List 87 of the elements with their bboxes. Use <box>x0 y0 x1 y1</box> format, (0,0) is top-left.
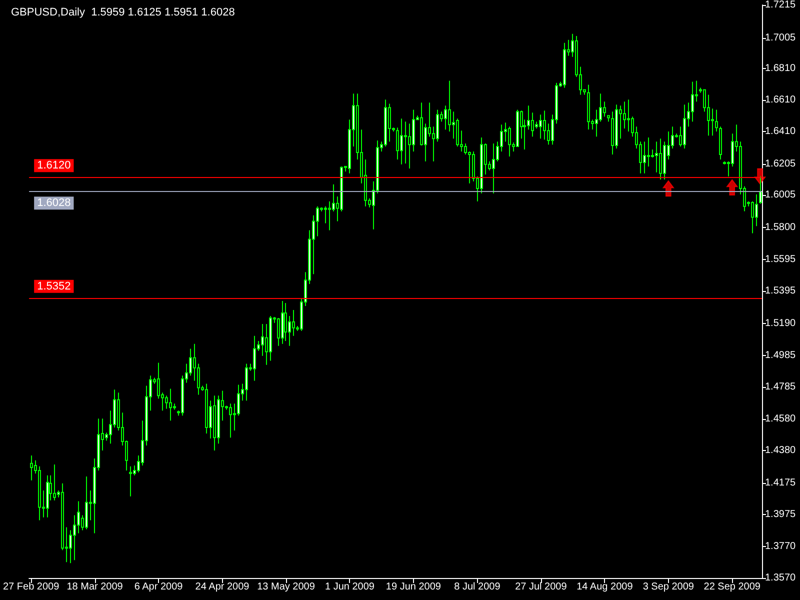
y-tick-label: 1.3770 <box>765 541 796 552</box>
candlestick <box>539 114 542 140</box>
candlestick <box>547 123 550 146</box>
candlestick <box>53 464 56 501</box>
y-tick-label: 1.4985 <box>765 350 796 362</box>
candlestick <box>599 93 602 122</box>
candlestick <box>531 112 534 138</box>
x-tick-label: 18 Mar 2009 <box>66 582 124 592</box>
x-tick-label: 3 Sep 2009 <box>642 582 694 592</box>
candlestick <box>595 109 598 138</box>
candlestick <box>133 464 136 476</box>
ref-line-label: 1.5352 <box>37 280 71 292</box>
candlestick <box>543 110 546 140</box>
candlestick <box>444 105 447 130</box>
y-tick-label: 1.7215 <box>765 0 796 10</box>
x-tick-label: 8 Jul 2009 <box>454 582 501 592</box>
candlestick <box>73 514 76 561</box>
candlestick <box>731 133 734 167</box>
x-tick-label: 14 Aug 2009 <box>576 582 634 592</box>
candlestick <box>755 194 758 227</box>
candlestick <box>647 137 650 167</box>
y-tick-label: 1.4380 <box>765 445 796 456</box>
candlestick <box>715 109 718 132</box>
candlestick <box>316 206 319 237</box>
candlestick <box>492 142 495 194</box>
y-tick-label: 1.5395 <box>765 286 796 297</box>
candlestick <box>643 141 646 174</box>
candlestick <box>237 384 240 416</box>
candlestick <box>332 184 335 212</box>
candlestick <box>603 101 606 118</box>
y-tick-label: 1.3975 <box>765 508 796 520</box>
y-tick-label: 1.6410 <box>765 126 796 138</box>
candlestick <box>261 323 264 356</box>
y-tick-label: 1.4580 <box>765 414 796 425</box>
y-tick-label: 1.5190 <box>765 318 796 329</box>
x-tick-label: 6 Apr 2009 <box>134 582 184 592</box>
x-tick-label: 13 May 2009 <box>257 582 316 592</box>
y-tick-label: 1.4175 <box>765 477 796 488</box>
candlestick <box>77 500 80 534</box>
ref-line-label: 1.6120 <box>37 160 71 172</box>
candlestick <box>229 403 232 438</box>
candlestick <box>711 108 714 136</box>
candlestick <box>396 127 399 160</box>
candlestick <box>288 315 291 346</box>
candlestick <box>245 363 248 402</box>
candlestick <box>408 123 411 169</box>
candlestick <box>400 118 403 165</box>
candlestick <box>292 309 295 336</box>
candlestick <box>189 348 192 376</box>
y-tick-label: 1.6005 <box>765 190 796 201</box>
candlestick <box>328 200 331 231</box>
candlestick <box>464 142 467 155</box>
y-tick-label: 1.5595 <box>765 254 796 266</box>
candlestick <box>157 362 160 400</box>
candlestick <box>404 121 407 164</box>
y-tick-label: 1.6810 <box>765 63 796 74</box>
candlestick <box>448 80 451 132</box>
x-tick-label: 19 Jun 2009 <box>386 582 442 592</box>
candlestick <box>165 395 168 410</box>
x-tick-label: 22 Sep 2009 <box>704 582 761 592</box>
y-tick-label: 1.4785 <box>765 382 796 392</box>
candlestick <box>253 335 256 382</box>
candlestick <box>30 455 33 481</box>
y-tick-label: 1.6205 <box>765 158 796 170</box>
candlestick <box>508 126 511 158</box>
candlestick <box>627 99 630 132</box>
x-tick-label: 1 Jun 2009 <box>324 582 375 592</box>
candlestick <box>751 200 754 234</box>
candlestick <box>388 103 391 142</box>
x-tick-label: 27 Feb 2009 <box>2 582 60 592</box>
candlestick <box>623 101 626 130</box>
y-tick-label: 1.6610 <box>765 94 796 106</box>
y-tick-label: 1.5800 <box>765 222 796 233</box>
ref-line-label: 1.6028 <box>37 197 71 210</box>
chart-title: GBPUSD,Daily 1.5959 1.6125 1.5951 1.6028 <box>11 6 235 18</box>
candlestick <box>655 141 658 173</box>
candlestick <box>659 138 662 180</box>
candlestick <box>169 388 172 422</box>
x-tick-label: 24 Apr 2009 <box>195 582 250 592</box>
y-tick-label: 1.3570 <box>765 572 796 584</box>
x-tick-label: 27 Jul 2009 <box>515 582 568 592</box>
candlestick <box>129 466 132 497</box>
candlestick <box>284 302 287 342</box>
candlestick <box>527 105 530 130</box>
candlestick <box>691 81 694 122</box>
candlestick <box>324 206 327 224</box>
y-tick-label: 1.7005 <box>765 32 796 44</box>
